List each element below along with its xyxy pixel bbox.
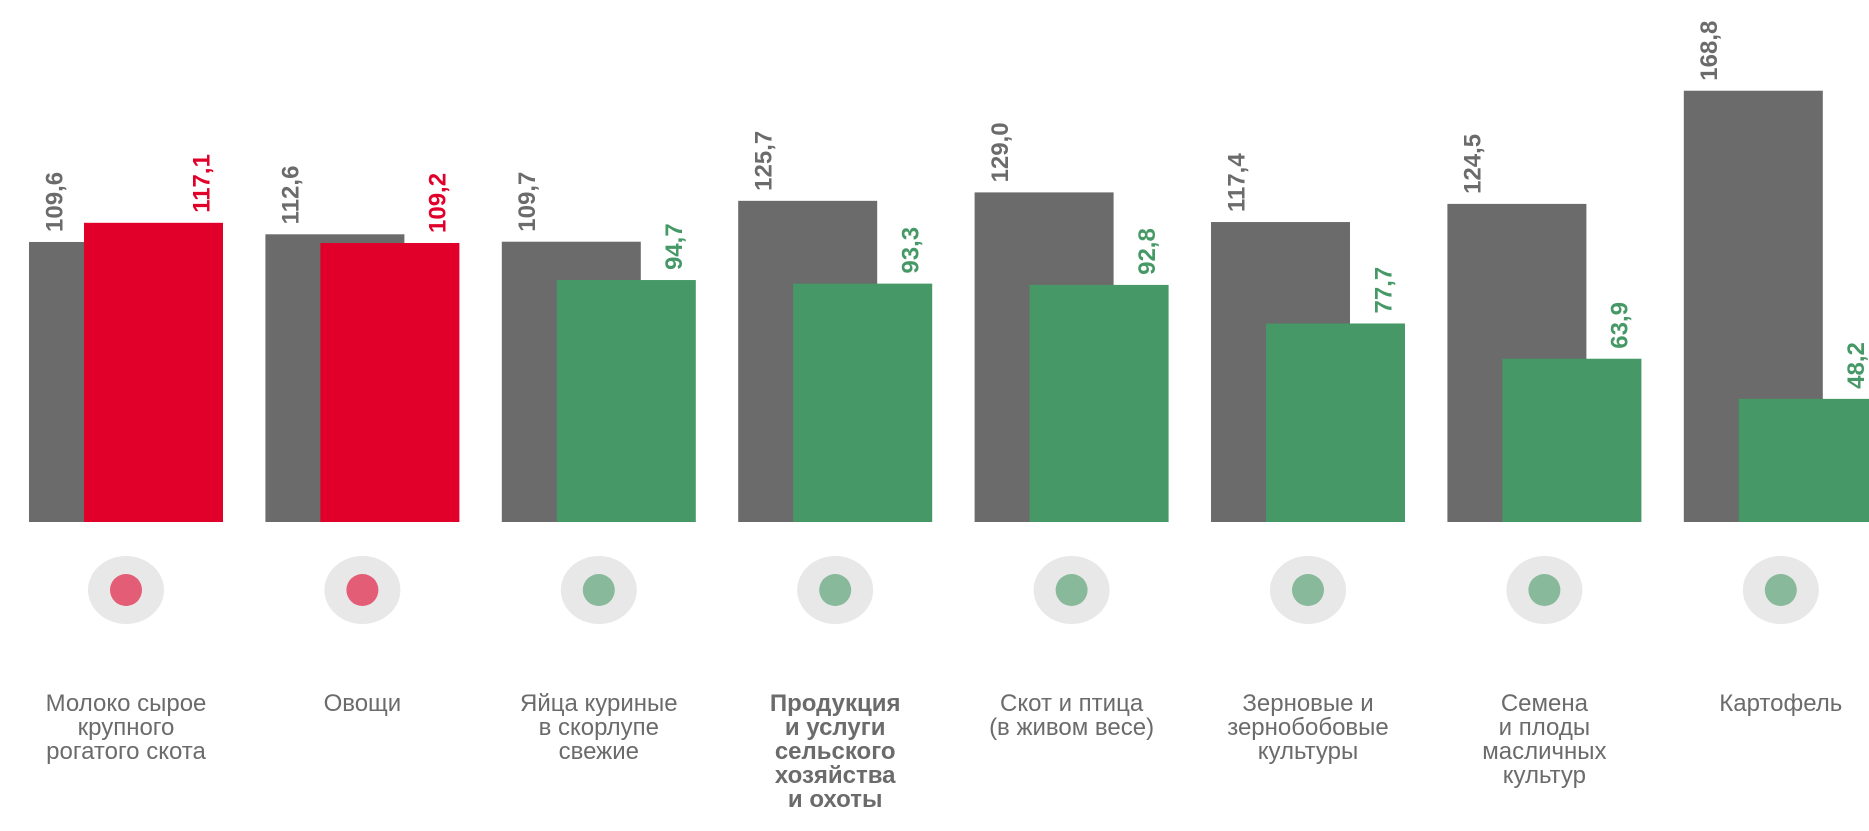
category-icon xyxy=(1742,556,1819,624)
value-label: 168,8 xyxy=(1696,21,1723,81)
category-label: Молоко сырое крупного рогатого скота xyxy=(45,690,207,765)
category-label: Картофель xyxy=(1719,690,1843,717)
icon-shape xyxy=(582,574,615,606)
bar xyxy=(1266,323,1405,522)
value-label: 77,7 xyxy=(1370,267,1397,314)
category-icon xyxy=(88,556,164,624)
value-label: 48,2 xyxy=(1843,342,1869,389)
value-label: 93,3 xyxy=(898,227,925,274)
icon-shape xyxy=(110,574,142,606)
icon-shape xyxy=(1292,574,1324,606)
value-label: 92,8 xyxy=(1134,228,1161,275)
icon-shape xyxy=(819,574,852,606)
value-label: 63,9 xyxy=(1607,302,1634,349)
category-label: Продукция и услуги сельского хозяйства и… xyxy=(769,690,901,813)
value-label: 124,5 xyxy=(1460,134,1487,194)
value-label: 94,7 xyxy=(661,223,688,270)
value-label: 109,7 xyxy=(514,172,541,232)
value-label: 125,7 xyxy=(751,131,778,191)
bar xyxy=(1029,284,1169,522)
category-label: Овощи xyxy=(323,690,402,717)
category-icon xyxy=(1033,556,1110,624)
value-label: 129,0 xyxy=(987,122,1014,182)
icon-shape xyxy=(1528,574,1561,606)
category-icon xyxy=(797,556,874,624)
icon-shape xyxy=(1055,574,1088,606)
category-label: Зерновые и зернобобовые культуры xyxy=(1227,690,1389,765)
value-label: 109,2 xyxy=(425,173,452,233)
category-label: Яйца куриные в скорлупе свежие xyxy=(519,690,678,765)
bar xyxy=(84,222,223,522)
bar xyxy=(1502,358,1642,522)
value-label: 117,4 xyxy=(1223,153,1250,212)
category-icon xyxy=(560,556,637,624)
category-label: Скот и птица (в живом весе) xyxy=(989,690,1155,741)
bar xyxy=(1738,398,1869,522)
icon-shape xyxy=(1764,574,1797,606)
category-icon xyxy=(324,556,401,624)
bar xyxy=(793,283,933,522)
value-label: 112,6 xyxy=(278,166,305,225)
category-icon xyxy=(1270,556,1346,624)
bar xyxy=(556,280,696,522)
icon-shape xyxy=(346,574,379,606)
category-label: Семена и плоды масличных культур xyxy=(1482,690,1607,789)
bar xyxy=(320,242,460,522)
value-label: 117,1 xyxy=(188,154,215,213)
value-label: 109,6 xyxy=(41,172,68,232)
category-icon xyxy=(1506,556,1583,624)
